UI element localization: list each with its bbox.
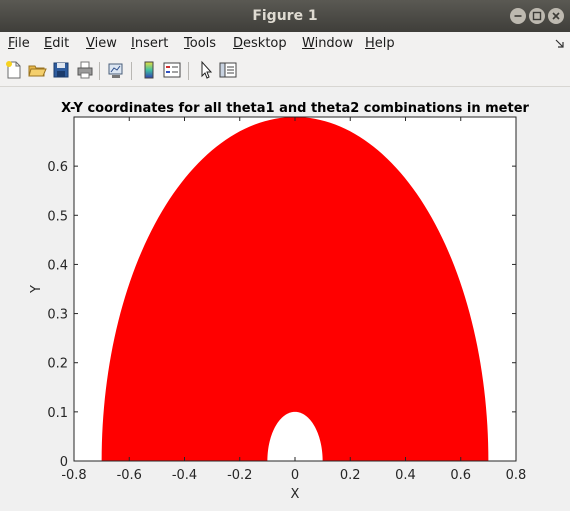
minimize-icon[interactable] [510,8,526,24]
plot-svg[interactable]: X-Y coordinates for all theta1 and theta… [0,87,570,507]
property-inspector-icon[interactable] [218,60,238,80]
menu-label-rest: indow [314,36,354,51]
maximize-icon[interactable] [529,8,545,24]
menu-mnemonic: H [365,36,375,51]
y-axis-label: Y [29,285,44,294]
x-tick-label: 0.4 [395,468,416,483]
menu-help[interactable]: Help [365,36,395,51]
y-tick-label: 0 [60,455,68,470]
open-file-icon[interactable] [27,60,47,80]
x-tick-label: 0.2 [340,468,361,483]
menu-label-rest: nsert [134,36,169,51]
window-title: Figure 1 [252,8,318,24]
menu-mnemonic: D [233,36,244,51]
new-figure-icon[interactable] [4,60,24,80]
x-axis-label: X [291,487,300,502]
y-tick-label: 0.3 [47,308,68,323]
menu-tools[interactable]: Tools [184,36,216,51]
menu-mnemonic: F [8,36,15,51]
figure-canvas: X-Y coordinates for all theta1 and theta… [0,87,570,507]
menu-mnemonic: E [44,36,53,51]
x-tick-label: 0.6 [450,468,471,483]
link-plot-icon[interactable] [106,60,126,80]
menu-label-rest: dit [52,36,70,51]
menu-label-rest: ools [189,36,217,51]
menu-insert[interactable]: Insert [131,36,168,51]
y-tick-label: 0.5 [47,209,68,224]
figure-toolbar [0,56,570,87]
edit-plot-arrow-icon[interactable] [196,60,216,80]
window-titlebar[interactable]: Figure 1 [0,0,570,32]
y-tick-label: 0.6 [47,160,68,175]
menu-mnemonic: W [302,36,315,51]
workspace-region [101,117,489,461]
colorbar-icon[interactable] [139,60,159,80]
menubar-dock-arrow-icon[interactable] [555,39,565,49]
y-tick-label: 0.2 [47,357,68,372]
menu-window[interactable]: Window [302,36,353,51]
menu-desktop[interactable]: Desktop [233,36,287,51]
menu-label-rest: elp [374,36,395,51]
x-tick-label: -0.8 [61,468,86,483]
menu-label-rest: iew [94,36,117,51]
x-tick-label: 0 [291,468,299,483]
menu-edit[interactable]: Edit [44,36,69,51]
toolbar-separator [99,62,100,80]
print-icon[interactable] [75,60,95,80]
save-icon[interactable] [51,60,71,80]
menu-label-rest: ile [14,36,30,51]
x-tick-label: -0.2 [227,468,252,483]
legend-icon[interactable] [162,60,182,80]
menu-mnemonic: I [131,36,135,51]
y-tick-label: 0.4 [47,258,68,273]
menu-mnemonic: T [184,36,190,51]
menu-file[interactable]: File [8,36,30,51]
menubar: File Edit View Insert Tools Desktop Wind… [0,32,570,56]
menu-mnemonic: V [86,36,95,51]
x-tick-label: 0.8 [506,468,527,483]
x-tick-label: -0.6 [117,468,142,483]
toolbar-separator [188,62,189,80]
menu-view[interactable]: View [86,36,117,51]
toolbar-separator [131,62,132,80]
y-tick-label: 0.1 [47,406,68,421]
close-icon[interactable] [548,8,564,24]
x-tick-label: -0.4 [172,468,197,483]
chart-title: X-Y coordinates for all theta1 and theta… [61,101,529,116]
menu-label-rest: esktop [243,36,287,51]
